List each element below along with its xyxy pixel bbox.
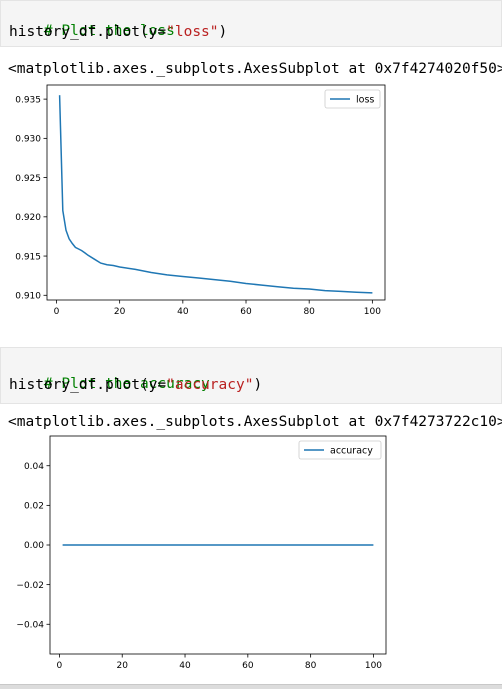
y-tick-label: 0.930 [15, 135, 41, 145]
y-tick-label: 0.00 [24, 541, 44, 551]
plot-frame [46, 84, 386, 301]
x-tick-label: 80 [305, 661, 317, 671]
x-tick-label: 0 [57, 661, 63, 671]
y-tick-label: −0.02 [16, 581, 44, 591]
code-comment: # Plot the loss [43, 23, 175, 39]
legend-label: accuracy [330, 446, 373, 457]
scroll-divider [0, 684, 502, 689]
y-tick-label: 0.935 [15, 95, 41, 105]
code-line: history_df.plot(y="accuracy") [9, 377, 263, 393]
x-tick-label: 100 [365, 661, 382, 671]
code-comment: # Plot the accuracy [43, 376, 210, 392]
loss-chart: 0 20 40 60 80 100 0.935 0.930 0.925 0.920 0.915 0.9… [15, 84, 386, 317]
x-tick-label: 60 [242, 661, 254, 671]
x-tick-label: 20 [114, 307, 126, 317]
x-tick-label: 80 [303, 307, 315, 317]
legend-box [298, 440, 382, 460]
y-tick-label: 0.915 [15, 252, 41, 262]
y-tick-label: −0.04 [16, 620, 44, 630]
x-tick-label: 20 [116, 661, 128, 671]
y-tick-label: 0.910 [15, 291, 41, 301]
y-tick-label: 0.02 [24, 502, 44, 512]
x-tick-label: 40 [179, 661, 191, 671]
legend-box [324, 89, 381, 109]
accuracy-chart: 0 20 40 60 80 100 0.04 0.02 0.00 −0.02 −0.04 accura… [16, 435, 387, 671]
x-tick-label: 60 [240, 307, 252, 317]
x-tick-label: 40 [177, 307, 189, 317]
code-cell-accuracy[interactable]: # Plot the accuracy history_df.plot(y="a… [0, 347, 502, 404]
code-line: history_df.plot(y="loss") [9, 24, 228, 40]
code-cell-loss[interactable]: # Plot the loss history_df.plot(y="loss"… [0, 0, 502, 47]
y-tick-label: 0.920 [15, 213, 41, 223]
cell-output-text: <matplotlib.axes._subplots.AxesSubplot a… [8, 61, 502, 77]
x-tick-label: 100 [364, 307, 381, 317]
series-line-loss [58, 95, 373, 294]
legend-label: loss [356, 95, 374, 106]
x-tick-label: 0 [54, 307, 60, 317]
y-tick-label: 0.04 [24, 462, 44, 472]
cell-output-text: <matplotlib.axes._subplots.AxesSubplot a… [8, 414, 502, 430]
y-tick-label: 0.925 [15, 174, 41, 184]
